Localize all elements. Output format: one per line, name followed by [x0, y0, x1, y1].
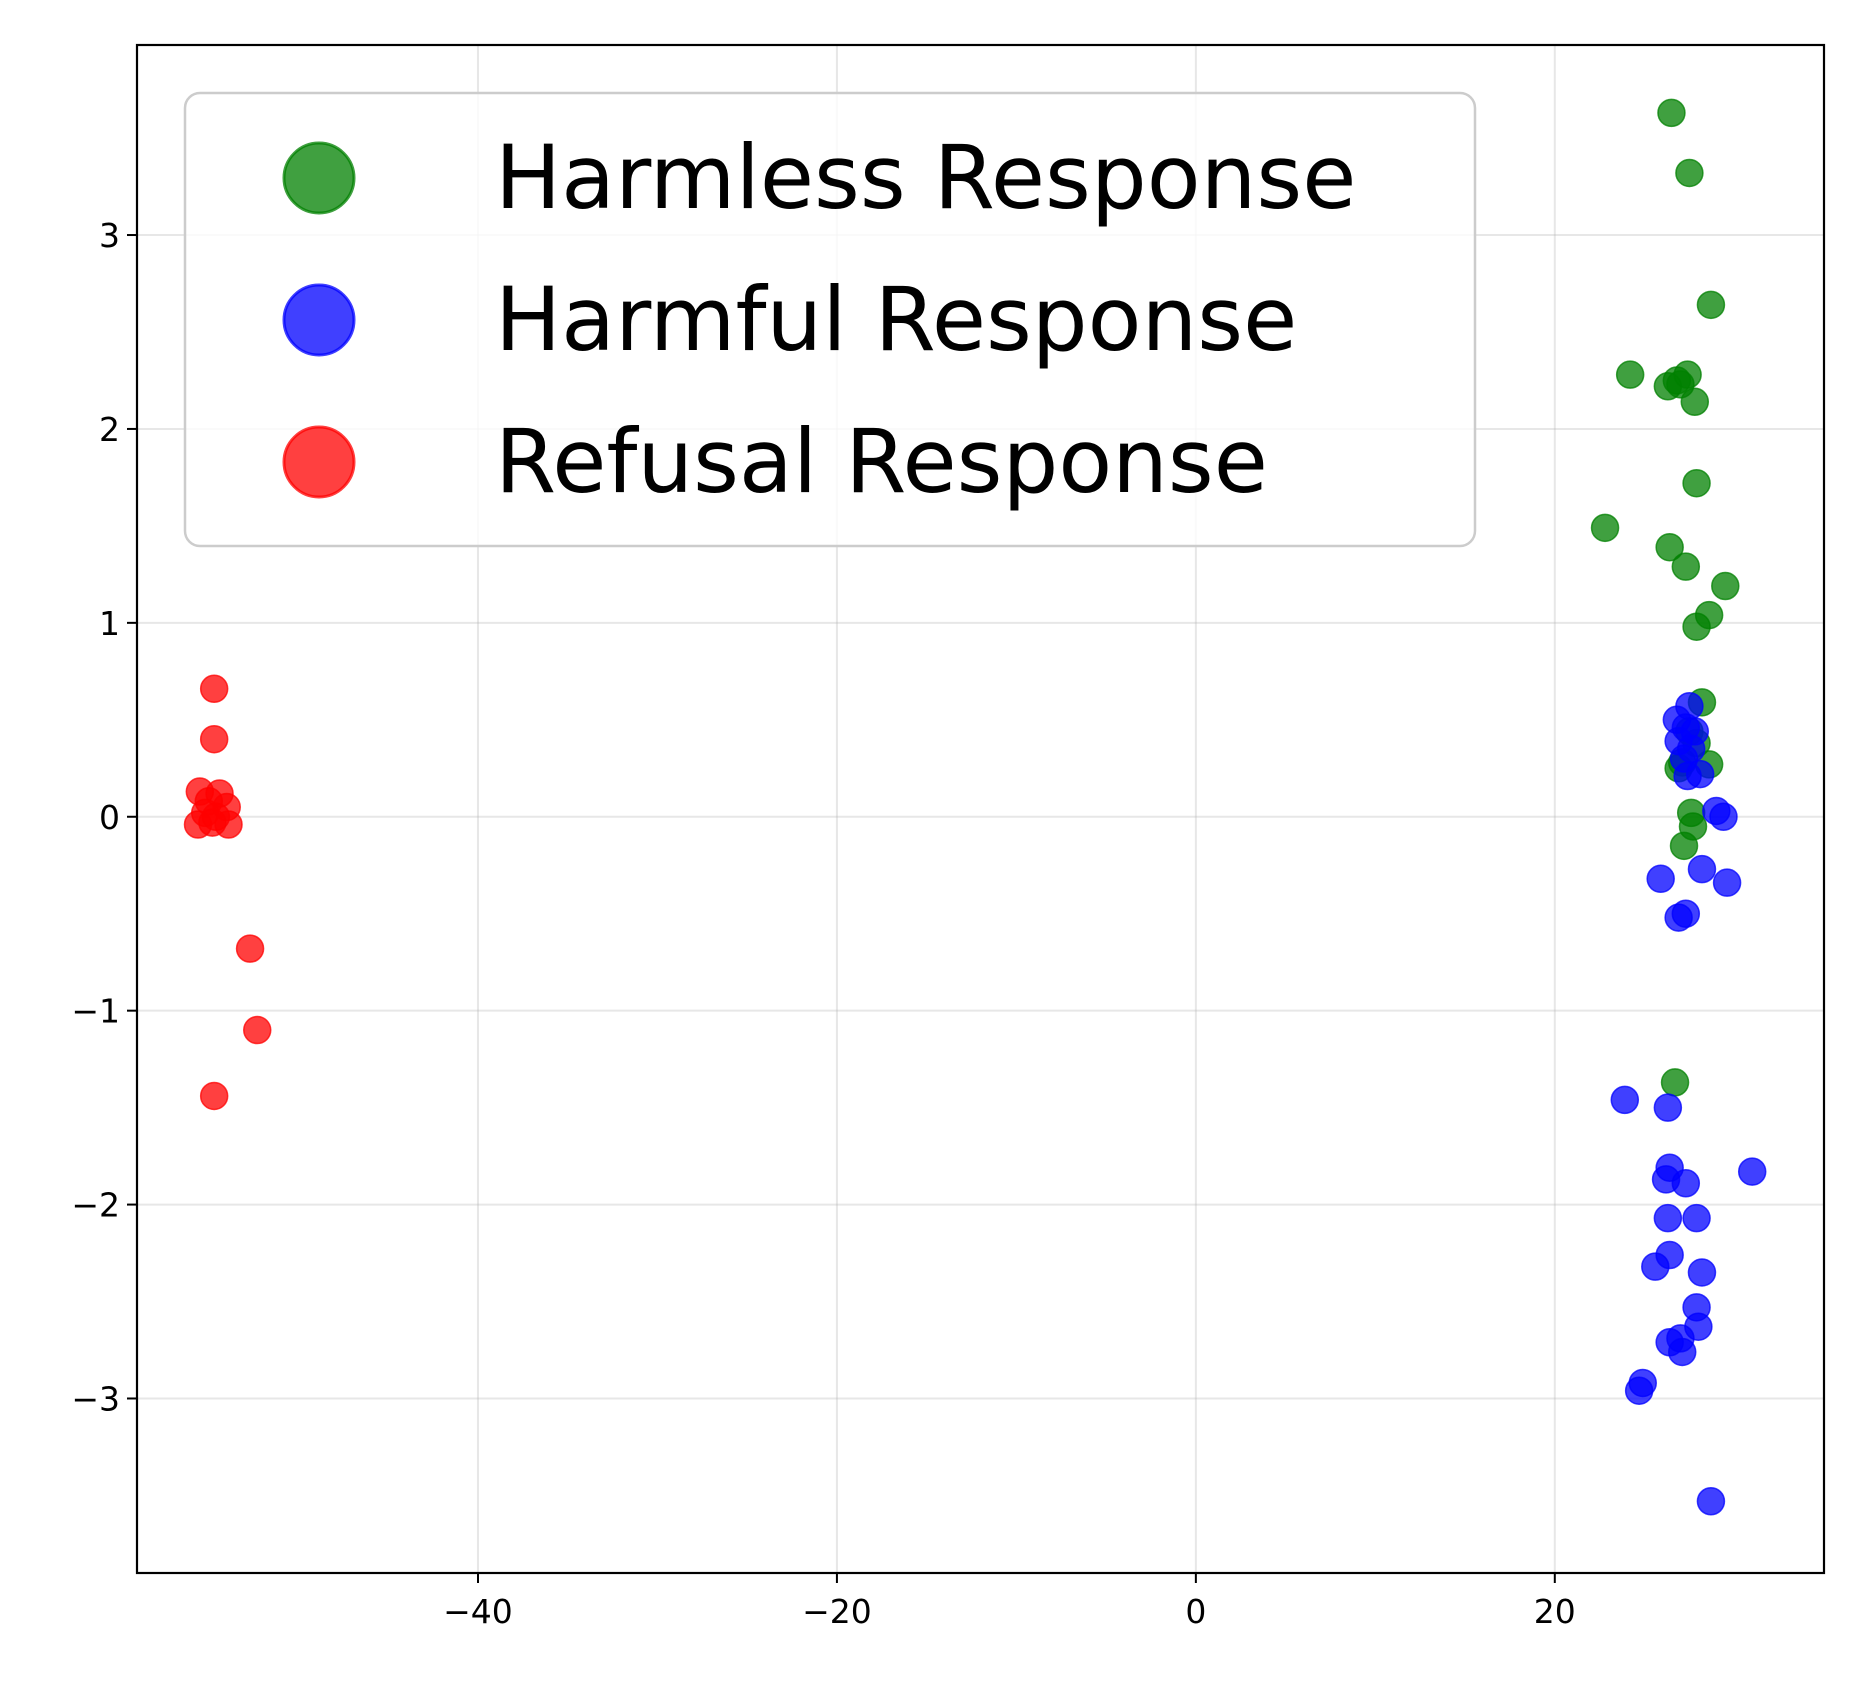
point-refusal-response	[199, 674, 229, 704]
x-tick-label: 0	[1185, 1592, 1206, 1631]
point-harmful-response	[1673, 761, 1702, 791]
point-refusal-response	[235, 934, 265, 963]
point-refusal-response	[214, 810, 243, 839]
point-harmful-response	[1667, 1337, 1697, 1367]
point-harmless-response	[1655, 532, 1684, 562]
axis-ticks: −40 −20 0 20 −3 −2 −1 0 1 2 3	[71, 216, 1575, 1631]
data-points	[183, 98, 1767, 1516]
legend-label-harmless-response: Harmless Response	[495, 126, 1356, 229]
point-harmful-response	[1687, 1258, 1717, 1287]
point-refusal-response	[199, 1081, 229, 1111]
point-harmful-response	[1671, 1168, 1701, 1198]
x-tick-label: 20	[1534, 1592, 1576, 1631]
point-harmful-response	[1709, 802, 1738, 832]
point-harmful-response	[1664, 903, 1693, 932]
point-harmful-response	[1737, 1157, 1767, 1186]
legend: Harmless Response Harmful Response Refusal…	[183, 91, 1477, 548]
x-tick-label: −40	[443, 1592, 513, 1631]
legend-marker-refusal-response	[282, 425, 356, 499]
point-harmful-response	[1687, 854, 1717, 884]
legend-marker-harmless-response	[282, 141, 356, 215]
point-refusal-response	[199, 724, 229, 754]
point-harmful-response	[1624, 1376, 1654, 1405]
point-harmless-response	[1660, 1068, 1690, 1097]
point-harmless-response	[1675, 158, 1704, 188]
y-tick-label: 1	[99, 604, 120, 643]
plot-frame	[135, 43, 1826, 1575]
point-harmful-response	[1653, 1203, 1683, 1233]
y-tick-label: −2	[71, 1186, 120, 1225]
legend-box	[183, 91, 1477, 548]
y-tick-label: 3	[99, 216, 120, 255]
y-tick-label: 2	[99, 410, 120, 449]
point-harmless-response	[1680, 387, 1710, 417]
point-harmful-response	[1653, 1093, 1683, 1122]
point-harmless-response	[1671, 552, 1701, 581]
x-tick-label: −20	[802, 1592, 872, 1631]
point-harmful-response	[1646, 864, 1675, 894]
legend-label-harmful-response: Harmful Response	[495, 268, 1297, 371]
point-harmless-response	[1590, 513, 1620, 543]
point-harmful-response	[1712, 868, 1742, 897]
point-harmless-response	[1682, 468, 1711, 498]
point-harmless-response	[1657, 98, 1686, 128]
y-tick-label: 0	[99, 798, 120, 837]
y-tick-label: −3	[71, 1379, 120, 1418]
point-harmful-response	[1682, 1203, 1711, 1233]
point-refusal-response	[242, 1015, 272, 1045]
point-harmless-response	[1669, 831, 1699, 861]
point-harmless-response	[1696, 290, 1726, 320]
y-tick-label: −1	[71, 992, 120, 1031]
point-harmless-response	[1615, 360, 1645, 389]
legend-label-refusal-response: Refusal Response	[495, 410, 1268, 513]
point-harmless-response	[1682, 612, 1711, 641]
point-harmful-response	[1610, 1085, 1640, 1115]
legend-marker-harmful-response	[282, 283, 356, 357]
point-harmful-response	[1641, 1252, 1670, 1281]
point-harmless-response	[1711, 571, 1740, 601]
point-harmful-response	[1696, 1487, 1726, 1516]
